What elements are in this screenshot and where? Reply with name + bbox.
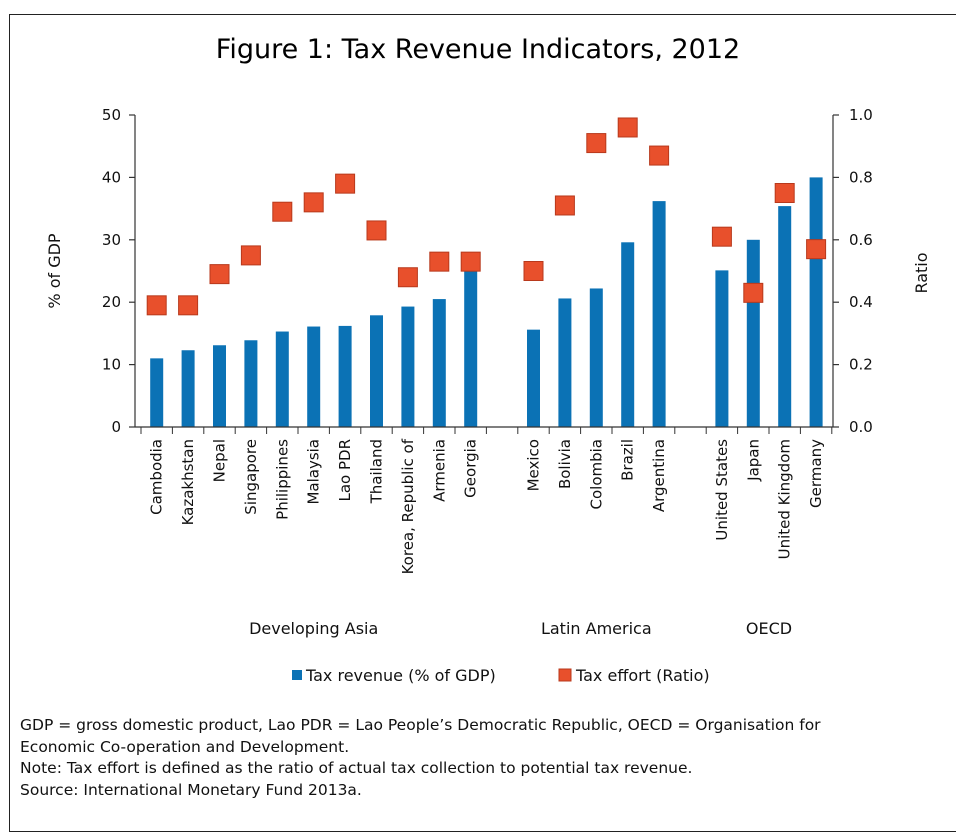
legend-bar-label: Tax revenue (% of GDP) (305, 666, 496, 685)
scatter-point (586, 133, 607, 154)
y-tick-label: 10 (102, 356, 121, 374)
bar (809, 177, 823, 427)
legend-marker-swatch (558, 668, 572, 682)
scatter-point (303, 192, 324, 213)
scatter-point (178, 295, 199, 316)
y2-axis-title: Ratio (912, 252, 931, 293)
chart-title: Figure 1: Tax Revenue Indicators, 2012 (215, 34, 741, 65)
legend-bar-swatch (292, 670, 302, 680)
scatter-point (523, 261, 544, 281)
notes: GDP = gross domestic product, Lao PDR = … (20, 715, 950, 801)
category-label: Korea, Republic of (399, 438, 417, 574)
category-label: Colombia (587, 439, 605, 510)
y2-tick-label: 0.4 (849, 293, 873, 311)
group-label: Latin America (541, 619, 652, 638)
bar (338, 325, 352, 427)
bar (432, 299, 446, 427)
category-label: Malaysia (305, 439, 323, 505)
scatter-point (774, 183, 795, 203)
scatter-point (806, 239, 827, 260)
category-label: Germany (807, 439, 825, 508)
bar-series (150, 177, 823, 427)
bar (307, 326, 321, 427)
legend-marker-label: Tax effort (Ratio) (575, 666, 710, 685)
bar (464, 269, 478, 427)
y-axis-title: % of GDP (45, 233, 64, 309)
note-line: Source: International Monetary Fund 2013… (20, 780, 362, 799)
category-label: Nepal (211, 439, 229, 482)
y-tick-label: 30 (102, 231, 121, 249)
bar (150, 358, 164, 427)
y-tick-label: 40 (102, 168, 121, 186)
category-label: Singapore (242, 439, 260, 515)
scatter-point (460, 251, 481, 272)
note-line: Note: Tax effort is defined as the ratio… (20, 759, 693, 777)
y2-tick-label: 0.2 (849, 356, 873, 374)
bar (778, 206, 792, 427)
bar (244, 340, 258, 427)
bar (370, 315, 383, 427)
chart-canvas: 0 10 20 30 40 50 0.0 0.2 0.4 0.6 0.8 1.0 % of GDP Rat… (45, 106, 931, 685)
y2-tick-label: 0.6 (849, 231, 873, 249)
note-line: Economic Co-operation and Development. (20, 737, 350, 756)
category-label: Philippines (273, 439, 291, 520)
category-label: Cambodia (148, 439, 166, 515)
category-label: United States (713, 439, 731, 541)
category-label: Lao PDR (336, 439, 354, 502)
category-label: Brazil (619, 439, 637, 481)
y2-tick-label: 0.0 (849, 418, 873, 436)
bar (652, 201, 666, 427)
category-label: Japan (744, 439, 762, 482)
bar (527, 329, 540, 427)
scatter-point (272, 201, 293, 222)
scatter-point (335, 173, 356, 194)
scatter-point (209, 264, 230, 285)
bar (401, 306, 415, 427)
note-line: GDP = gross domestic product, Lao PDR = … (20, 716, 821, 734)
bar (715, 270, 729, 427)
scatter-point (429, 251, 450, 272)
category-label: United Kingdom (776, 439, 794, 559)
y2-tick-label: 0.8 (849, 168, 873, 186)
bar (181, 350, 195, 427)
scatter-point (649, 145, 670, 166)
scatter-point (554, 195, 575, 216)
scatter-point (240, 245, 261, 266)
group-label: OECD (746, 619, 792, 638)
scatter-point (711, 226, 732, 247)
category-label: Thailand (368, 439, 386, 504)
y-tick-label: 50 (102, 106, 121, 124)
scatter-point (366, 220, 387, 241)
category-label: Mexico (525, 439, 543, 491)
category-label: Armenia (430, 439, 448, 502)
category-label: Bolivia (556, 439, 574, 489)
scatter-point (617, 117, 638, 138)
legend: Tax revenue (% of GDP) Tax effort (Ratio) (292, 666, 710, 685)
bar (621, 242, 635, 427)
y-tick-label: 20 (102, 293, 121, 311)
scatter-series (146, 117, 827, 316)
bar (746, 239, 760, 427)
bar (275, 331, 289, 427)
scatter-point (146, 295, 167, 316)
category-label: Georgia (462, 439, 480, 498)
group-label: Developing Asia (249, 619, 378, 638)
scatter-point (397, 267, 418, 288)
category-label: Argentina (650, 439, 668, 512)
bar (558, 298, 572, 427)
y-tick-label: 0 (111, 418, 121, 436)
scatter-point (743, 282, 764, 303)
bar (589, 288, 603, 427)
y2-tick-label: 1.0 (849, 106, 873, 124)
bar (213, 345, 226, 427)
category-label: Kazakhstan (179, 439, 197, 525)
